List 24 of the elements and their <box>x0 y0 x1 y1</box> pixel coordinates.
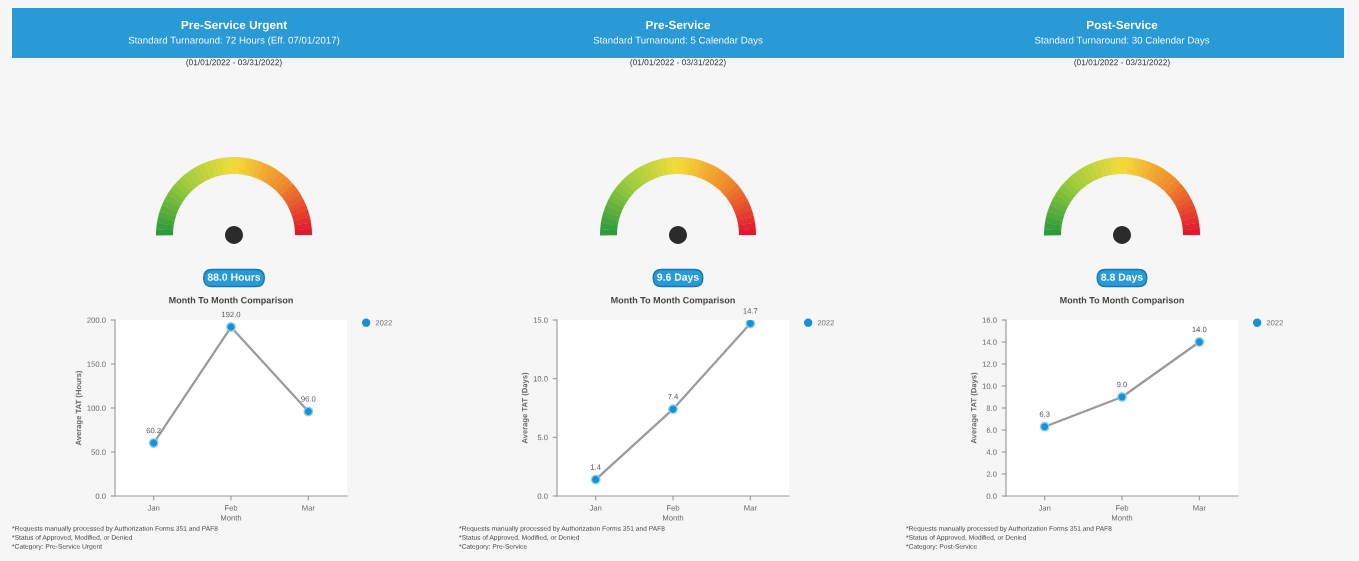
point <box>1117 392 1127 402</box>
text: 9.6 Days <box>657 273 699 283</box>
point <box>1039 421 1050 432</box>
text: 88.0 Hours <box>207 273 261 281</box>
point <box>668 404 678 415</box>
text: Standard Turnaround: 72 Hours (Eff. 07/01/2017) <box>128 36 340 46</box>
text: Pre-Service Urgent <box>181 20 288 32</box>
point <box>745 320 756 329</box>
text: Pre-Service <box>646 20 711 30</box>
text: Standard Turnaround: 30 Calendar Days <box>1034 36 1210 46</box>
point <box>1194 337 1205 347</box>
text: (01/01/2022 - 03/31/2022) <box>630 59 726 67</box>
point <box>226 322 236 332</box>
text: 8.8 Days <box>1101 273 1143 283</box>
point <box>148 438 159 448</box>
point <box>590 474 601 485</box>
chart-title: Month To Month Comparison <box>1060 296 1184 306</box>
text: (01/01/2022 - 03/31/2022) <box>186 59 282 67</box>
text: Standard Turnaround: 5 Calendar Days <box>593 36 763 46</box>
text: Post-Service <box>1087 20 1158 30</box>
chart-title: Month To Month Comparison <box>611 296 735 306</box>
point <box>303 406 314 417</box>
chart-title: Month To Month Comparison <box>169 296 293 306</box>
text: (01/01/2022 - 03/31/2022) <box>1074 59 1170 67</box>
